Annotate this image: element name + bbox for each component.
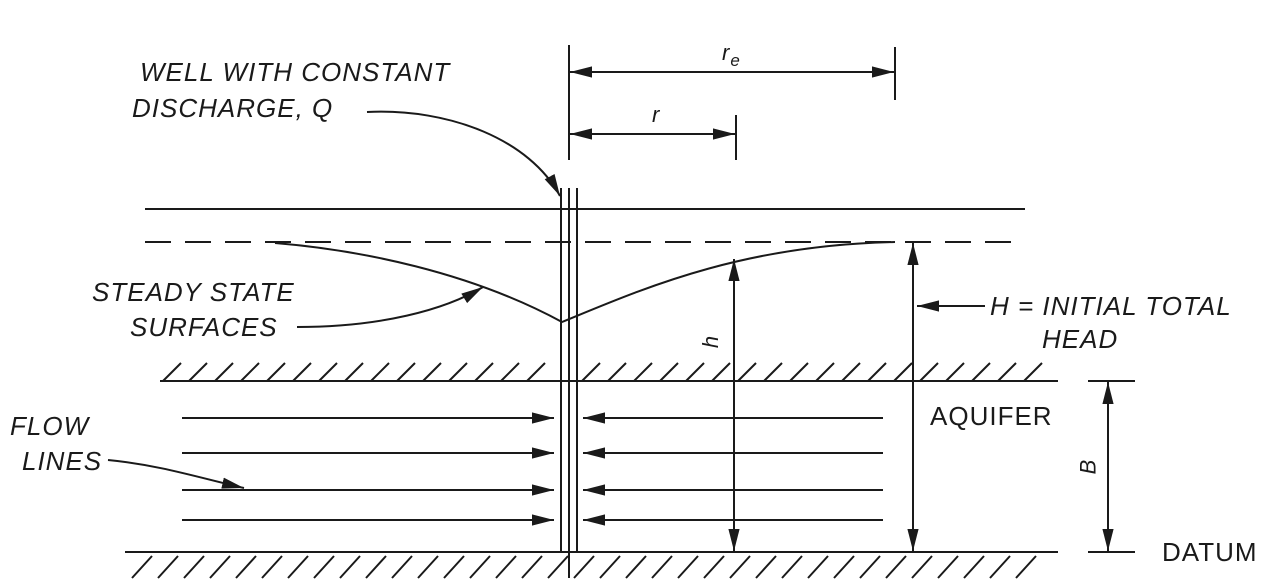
flow-label-line1: FLOW <box>10 411 90 441</box>
datum-hatching <box>131 555 1037 579</box>
B-label: B <box>1075 458 1101 475</box>
top-confining-hatching <box>162 362 1043 382</box>
h-label: h <box>698 334 724 349</box>
flow-leader-arrow <box>107 459 245 489</box>
well-label-line2: DISCHARGE, Q <box>132 93 334 123</box>
steady-label-line2: SURFACES <box>130 312 278 342</box>
well-casing <box>560 188 578 578</box>
datum-label: DATUM <box>1162 537 1258 567</box>
H-label-line2: HEAD <box>1042 324 1119 354</box>
steady-label-line1: STEADY STATE <box>92 277 295 307</box>
steady-leader-arrow <box>296 286 484 328</box>
flow-label-line2: LINES <box>22 446 103 476</box>
well-leader-arrow <box>366 110 561 197</box>
re-label-main: r <box>722 40 731 65</box>
r-label: r <box>652 102 661 127</box>
aquifer-label: AQUIFER <box>930 401 1053 431</box>
drawdown-curve <box>274 241 896 324</box>
well-label-line1: WELL WITH CONSTANT <box>140 57 451 87</box>
H-label-line1: H = INITIAL TOTAL <box>990 291 1232 321</box>
re-label-sub: e <box>730 51 741 70</box>
re-label: re <box>722 36 741 71</box>
